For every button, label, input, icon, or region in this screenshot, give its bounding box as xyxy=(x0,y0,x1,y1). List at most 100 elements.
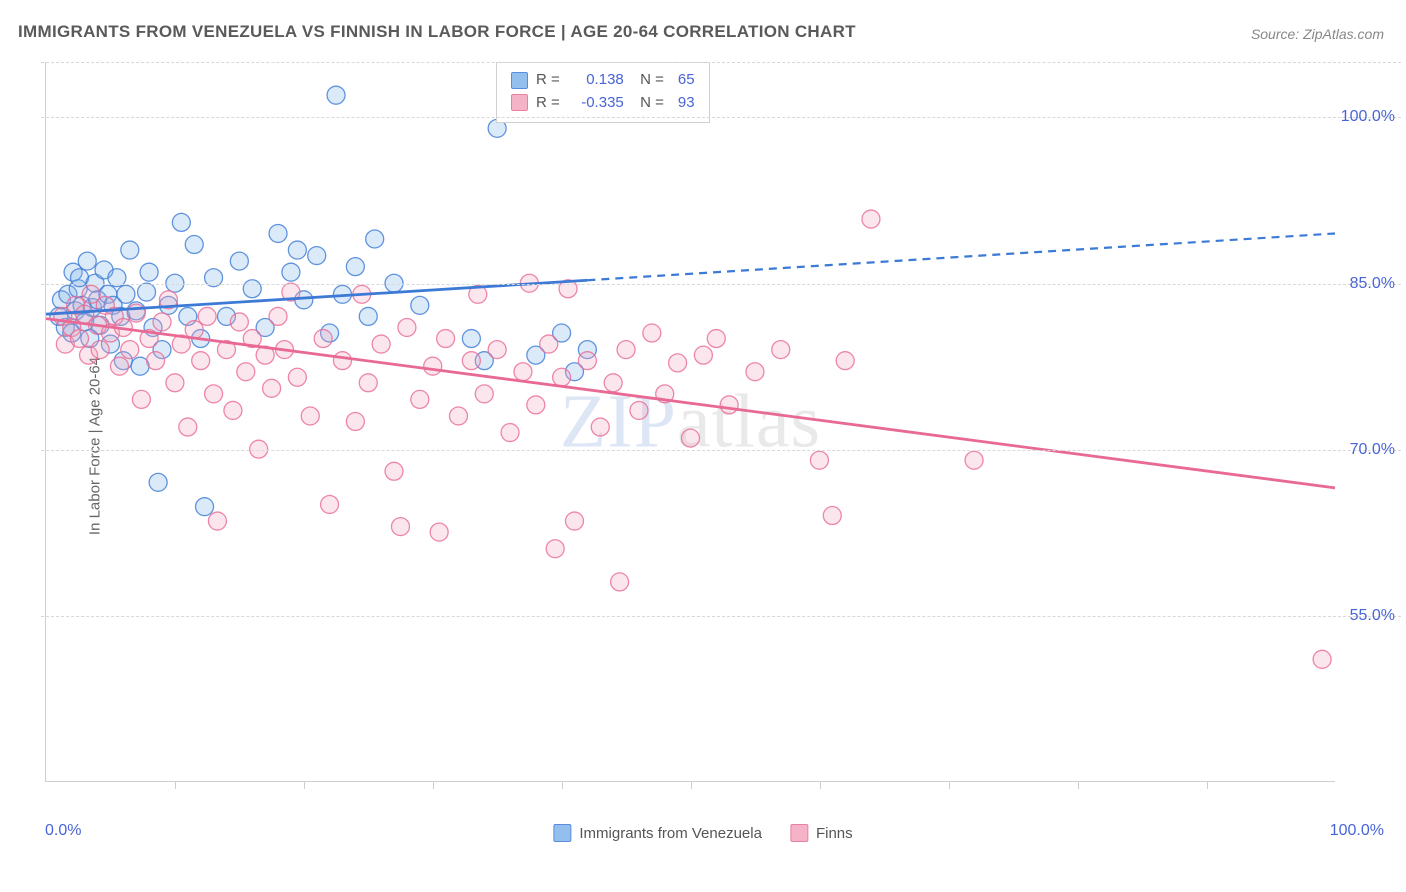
data-point-finns xyxy=(682,429,700,447)
data-point-finns xyxy=(192,352,210,370)
y-tick-label: 70.0% xyxy=(1350,441,1395,459)
data-point-finns xyxy=(411,390,429,408)
gridline xyxy=(41,616,1401,617)
data-point-finns xyxy=(527,396,545,414)
data-point-finns xyxy=(604,374,622,392)
x-tick xyxy=(1207,781,1208,789)
data-point-venezuela xyxy=(121,241,139,259)
gridline xyxy=(41,450,1401,451)
data-point-finns xyxy=(488,341,506,359)
data-point-finns xyxy=(359,374,377,392)
data-point-finns xyxy=(314,330,332,348)
plot-svg xyxy=(46,62,1335,781)
data-point-finns xyxy=(346,413,364,431)
source-attribution: Source: ZipAtlas.com xyxy=(1251,26,1384,42)
data-point-venezuela xyxy=(185,236,203,254)
data-point-finns xyxy=(288,368,306,386)
data-point-venezuela xyxy=(230,252,248,270)
data-point-finns xyxy=(1313,650,1331,668)
data-point-venezuela xyxy=(243,280,261,298)
stats-row-venezuela: R = 0.138 N = 65 xyxy=(511,69,695,92)
x-tick xyxy=(691,781,692,789)
data-point-venezuela xyxy=(462,330,480,348)
data-point-finns xyxy=(430,523,448,541)
data-point-finns xyxy=(565,512,583,530)
x-tick xyxy=(304,781,305,789)
data-point-finns xyxy=(965,451,983,469)
x-tick xyxy=(1078,781,1079,789)
data-point-finns xyxy=(385,462,403,480)
trend-line-extrapolated-venezuela xyxy=(587,233,1335,280)
data-point-venezuela xyxy=(149,473,167,491)
data-point-venezuela xyxy=(327,86,345,104)
data-point-venezuela xyxy=(366,230,384,248)
data-point-finns xyxy=(720,396,738,414)
legend-label-venezuela: Immigrants from Venezuela xyxy=(579,825,762,842)
data-point-finns xyxy=(121,341,139,359)
data-point-venezuela xyxy=(411,296,429,314)
x-axis-min: 0.0% xyxy=(45,822,81,840)
data-point-venezuela xyxy=(282,263,300,281)
data-point-finns xyxy=(540,335,558,353)
chart-container: IMMIGRANTS FROM VENEZUELA VS FINNISH IN … xyxy=(0,0,1406,892)
data-point-finns xyxy=(810,451,828,469)
x-tick xyxy=(562,781,563,789)
data-point-finns xyxy=(179,418,197,436)
data-point-finns xyxy=(514,363,532,381)
legend: Immigrants from Venezuela Finns xyxy=(553,824,852,842)
gridline xyxy=(41,62,1401,63)
chart-title: IMMIGRANTS FROM VENEZUELA VS FINNISH IN … xyxy=(18,22,856,42)
data-point-finns xyxy=(546,540,564,558)
data-point-finns xyxy=(823,507,841,525)
data-point-finns xyxy=(321,495,339,513)
data-point-venezuela xyxy=(308,247,326,265)
data-point-venezuela xyxy=(196,498,214,516)
data-point-finns xyxy=(578,352,596,370)
data-point-finns xyxy=(91,341,109,359)
data-point-venezuela xyxy=(78,252,96,270)
stats-r-finns: -0.335 xyxy=(568,92,624,115)
data-point-finns xyxy=(611,573,629,591)
stats-r-venezuela: 0.138 xyxy=(568,69,624,92)
data-point-finns xyxy=(333,352,351,370)
data-point-finns xyxy=(424,357,442,375)
plot-area: ZIPatlas R = 0.138 N = 65 R = -0.335 N =… xyxy=(45,62,1335,782)
stats-n-finns: 93 xyxy=(678,92,695,115)
data-point-finns xyxy=(166,374,184,392)
data-point-finns xyxy=(205,385,223,403)
data-point-finns xyxy=(269,307,287,325)
legend-item-finns: Finns xyxy=(790,824,853,842)
data-point-finns xyxy=(301,407,319,425)
data-point-finns xyxy=(208,512,226,530)
data-point-finns xyxy=(553,368,571,386)
swatch-venezuela xyxy=(511,72,528,89)
data-point-finns xyxy=(862,210,880,228)
data-point-finns xyxy=(475,385,493,403)
gridline xyxy=(41,284,1401,285)
x-tick xyxy=(820,781,821,789)
data-point-venezuela xyxy=(359,307,377,325)
data-point-venezuela xyxy=(288,241,306,259)
x-axis-max: 100.0% xyxy=(1330,822,1384,840)
data-point-finns xyxy=(617,341,635,359)
data-point-venezuela xyxy=(269,224,287,242)
x-tick xyxy=(433,781,434,789)
data-point-venezuela xyxy=(138,283,156,301)
data-point-finns xyxy=(643,324,661,342)
data-point-finns xyxy=(630,401,648,419)
correlation-stats-box: R = 0.138 N = 65 R = -0.335 N = 93 xyxy=(496,62,710,123)
trend-line-finns xyxy=(46,319,1335,488)
data-point-finns xyxy=(398,318,416,336)
stats-n-venezuela: 65 xyxy=(678,69,695,92)
data-point-finns xyxy=(224,401,242,419)
data-point-finns xyxy=(391,518,409,536)
data-point-finns xyxy=(132,390,150,408)
gridline xyxy=(41,117,1401,118)
data-point-finns xyxy=(237,363,255,381)
legend-item-venezuela: Immigrants from Venezuela xyxy=(553,824,762,842)
stats-n-label: N = xyxy=(632,69,664,92)
stats-n-label: N = xyxy=(632,92,664,115)
data-point-finns xyxy=(153,313,171,331)
legend-swatch-venezuela xyxy=(553,824,571,842)
stats-r-label: R = xyxy=(536,69,560,92)
